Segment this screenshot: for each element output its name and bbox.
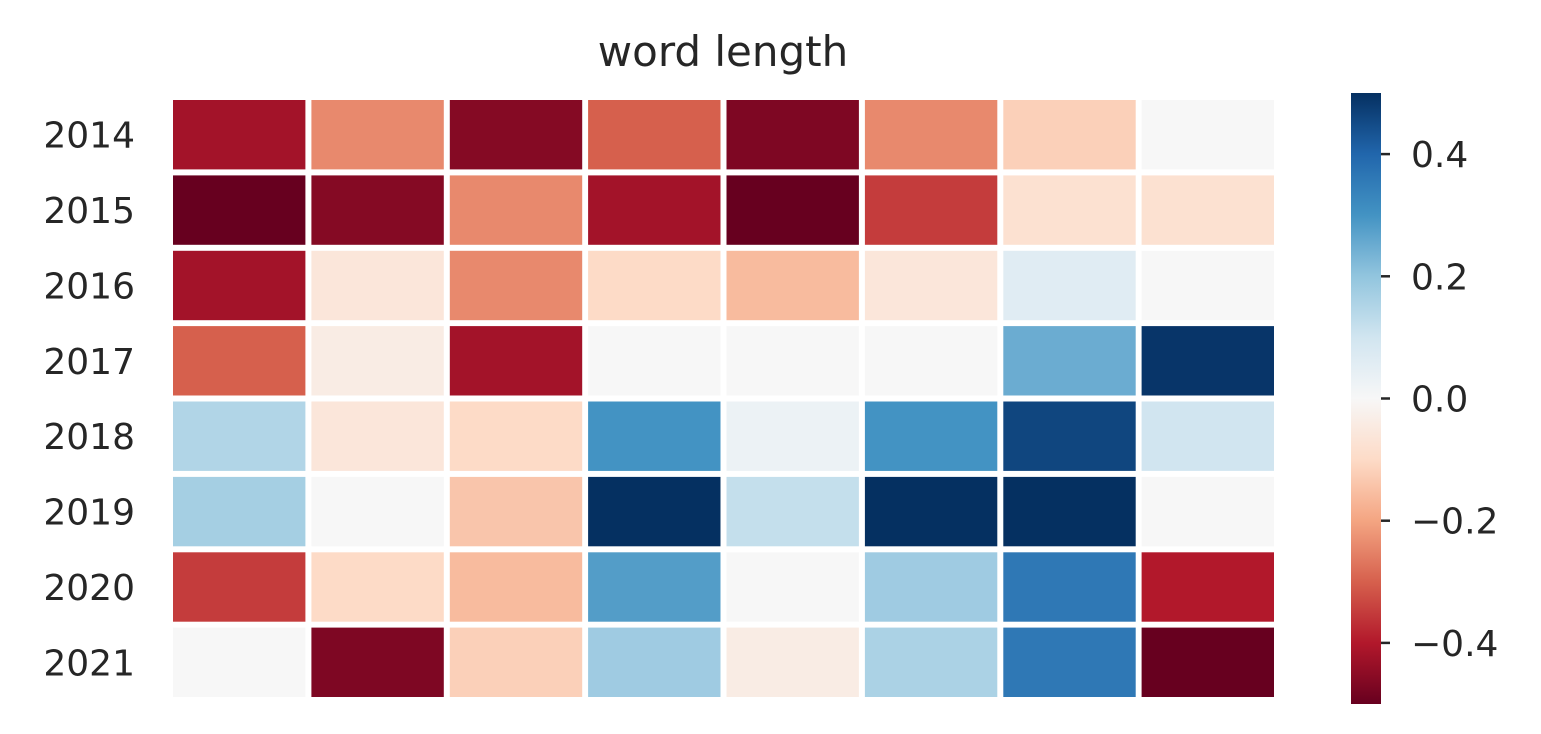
heatmap-cell-2020-7 xyxy=(1003,552,1136,622)
heatmap-cell-2020-5 xyxy=(726,552,859,622)
heatmap-cell-2016-4 xyxy=(588,250,721,321)
heatmap-cell-2018-7 xyxy=(1003,401,1136,471)
colorbar-gradient xyxy=(1351,93,1381,704)
row-label-2020: 2020 xyxy=(43,568,135,609)
heatmap-cell-2016-7 xyxy=(1003,250,1136,321)
heatmap-cell-2016-3 xyxy=(449,250,583,321)
heatmap-cell-2016-5 xyxy=(726,250,859,321)
heatmap-cell-2021-8 xyxy=(1141,627,1274,697)
row-label-2018: 2018 xyxy=(43,417,135,458)
heatmap-cell-2014-3 xyxy=(449,100,583,170)
heatmap-cell-2019-7 xyxy=(1003,476,1136,547)
heatmap-cell-2016-8 xyxy=(1141,250,1274,321)
heatmap-cell-2019-6 xyxy=(864,476,998,547)
heatmap-cell-2020-1 xyxy=(173,552,306,622)
heatmap-cell-2021-1 xyxy=(173,627,306,697)
heatmap-cell-2021-3 xyxy=(449,627,583,697)
heatmap-cell-2020-3 xyxy=(449,552,583,622)
heatmap-cell-2014-4 xyxy=(588,100,721,170)
heatmap-cell-2016-2 xyxy=(311,250,444,321)
heatmap-cell-2017-2 xyxy=(311,326,444,396)
heatmap-cell-2018-4 xyxy=(588,401,721,471)
heatmap-cell-2019-1 xyxy=(173,476,306,547)
heatmap-cell-2017-5 xyxy=(726,326,859,396)
colorbar-tick-label: 0.0 xyxy=(1411,380,1468,421)
heatmap-cell-2021-5 xyxy=(726,627,859,697)
chart-title: word length xyxy=(598,27,848,76)
heatmap-cell-2021-2 xyxy=(311,627,444,697)
heatmap-cells xyxy=(173,100,1274,697)
heatmap-cell-2019-3 xyxy=(449,476,583,547)
heatmap-cell-2014-8 xyxy=(1141,100,1274,170)
heatmap-cell-2017-8 xyxy=(1141,326,1274,396)
heatmap-cell-2015-5 xyxy=(726,175,859,245)
colorbar-tick-label: −0.2 xyxy=(1411,502,1498,543)
heatmap-cell-2015-1 xyxy=(173,175,306,245)
colorbar-tick-label: 0.4 xyxy=(1411,135,1468,176)
row-label-2016: 2016 xyxy=(43,266,135,307)
heatmap-cell-2021-4 xyxy=(588,627,721,697)
heatmap-cell-2019-2 xyxy=(311,476,444,547)
heatmap-cell-2020-6 xyxy=(864,552,998,622)
heatmap-cell-2021-7 xyxy=(1003,627,1136,697)
row-label-2019: 2019 xyxy=(43,493,135,534)
row-label-2021: 2021 xyxy=(43,643,135,684)
heatmap-cell-2015-2 xyxy=(311,175,444,245)
heatmap-cell-2019-5 xyxy=(726,476,859,547)
heatmap-cell-2015-4 xyxy=(588,175,721,245)
heatmap-cell-2015-7 xyxy=(1003,175,1136,245)
heatmap-cell-2017-6 xyxy=(864,326,998,396)
heatmap-cell-2020-4 xyxy=(588,552,721,622)
heatmap-cell-2017-7 xyxy=(1003,326,1136,396)
heatmap-cell-2019-8 xyxy=(1141,476,1274,547)
heatmap-cell-2021-6 xyxy=(864,627,998,697)
heatmap-cell-2014-6 xyxy=(864,100,998,170)
heatmap-cell-2019-4 xyxy=(588,476,721,547)
row-label-2017: 2017 xyxy=(43,342,135,383)
colorbar: 0.4 0.2 0.0 −0.2 −0.4 xyxy=(1351,93,1498,704)
heatmap-cell-2015-3 xyxy=(449,175,583,245)
colorbar-tick-label: 0.2 xyxy=(1411,257,1468,298)
heatmap-cell-2014-1 xyxy=(173,100,306,170)
row-labels: 2014 2015 2016 2017 2018 2019 2020 2021 xyxy=(43,116,135,685)
heatmap-cell-2015-8 xyxy=(1141,175,1274,245)
row-label-2015: 2015 xyxy=(43,191,135,232)
heatmap-cell-2017-1 xyxy=(173,326,306,396)
heatmap-cell-2020-8 xyxy=(1141,552,1274,622)
heatmap-cell-2017-3 xyxy=(449,326,583,396)
heatmap-cell-2020-2 xyxy=(311,552,444,622)
heatmap-cell-2014-5 xyxy=(726,100,859,170)
heatmap-cell-2014-2 xyxy=(311,100,444,170)
heatmap-cell-2015-6 xyxy=(864,175,998,245)
heatmap-cell-2018-5 xyxy=(726,401,859,471)
heatmap-cell-2018-6 xyxy=(864,401,998,471)
heatmap-cell-2017-4 xyxy=(588,326,721,396)
colorbar-tick-label: −0.4 xyxy=(1411,624,1498,665)
heatmap-cell-2018-1 xyxy=(173,401,306,471)
heatmap-cell-2018-2 xyxy=(311,401,444,471)
heatmap-cell-2016-1 xyxy=(173,250,306,321)
heatmap-cell-2016-6 xyxy=(864,250,998,321)
heatmap-cell-2018-3 xyxy=(449,401,583,471)
heatmap-cell-2018-8 xyxy=(1141,401,1274,471)
row-label-2014: 2014 xyxy=(43,116,135,157)
heatmap-cell-2014-7 xyxy=(1003,100,1136,170)
